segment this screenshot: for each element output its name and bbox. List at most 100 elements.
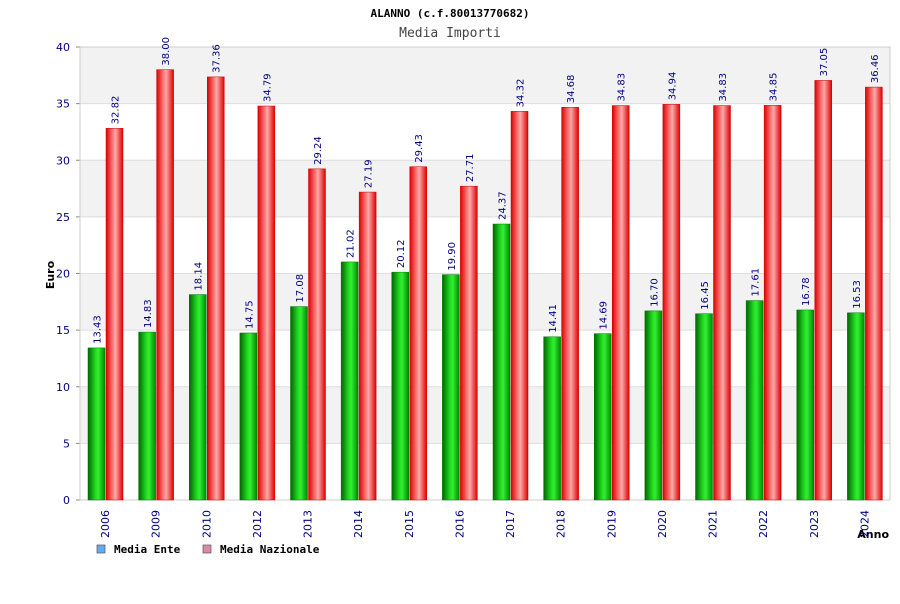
x-tick-label: 2015 [403,510,416,538]
bar-media-nazionale [156,69,174,501]
x-tick-label: 2020 [656,510,669,538]
y-tick-label: 35 [56,98,70,111]
data-label-media-ente: 14.69 [599,301,610,330]
data-label-media-ente: 17.08 [295,274,306,303]
y-tick-label: 40 [56,41,70,54]
bar-media-ente [543,336,561,501]
x-tick-label: 2023 [808,510,821,538]
data-label-media-nazionale: 34.32 [516,79,527,108]
bar-media-nazionale [105,128,124,501]
bar-media-ente [189,294,207,501]
x-tick-label: 2009 [150,510,163,538]
data-label-media-nazionale: 34.94 [667,72,678,101]
bar-media-nazionale [409,166,427,501]
bar-media-ente [391,271,409,501]
chart-title: ALANNO (c.f.80013770682) [371,7,530,20]
bar-media-nazionale [763,105,782,501]
plot-area: 0 5 10 15 20 25 30 35 40 13.43 32.82 2006 14.83 38.00… [56,37,891,538]
data-label-media-ente: 24.37 [498,191,509,220]
data-label-media-nazionale: 38.00 [161,37,172,66]
data-label-media-nazionale: 37.36 [212,44,223,73]
bar-media-ente [239,332,258,501]
y-tick-label: 10 [56,381,70,394]
x-tick-label: 2006 [99,510,112,538]
data-label-media-nazionale: 32.82 [111,96,122,125]
x-tick-label: 2012 [251,510,264,538]
bar-media-nazionale [510,111,529,501]
data-label-media-ente: 16.45 [700,281,711,310]
bar-media-nazionale [460,185,478,501]
data-label-media-nazionale: 34.83 [718,73,729,102]
bar-media-nazionale [561,106,579,501]
data-label-media-nazionale: 27.71 [465,154,476,183]
bar-media-nazionale [713,105,731,501]
y-tick-label: 0 [63,494,70,507]
bar-media-ente [847,312,865,501]
bar-media-nazionale [662,104,681,501]
x-tick-label: 2019 [605,510,618,538]
x-tick-label: 2013 [302,510,315,538]
legend: Media Ente Media Nazionale [96,543,320,556]
legend-swatch-media-nazionale [202,544,212,554]
data-label-media-nazionale: 29.24 [313,136,324,165]
data-label-media-ente: 20.12 [396,240,407,269]
bar-media-ente [340,261,359,501]
x-tick-label: 2010 [200,510,213,538]
data-label-media-ente: 16.53 [852,280,863,309]
data-label-media-ente: 14.83 [143,299,154,328]
y-tick-label: 15 [56,324,70,337]
y-tick-label: 5 [63,437,70,450]
bar-media-nazionale [308,168,326,501]
data-label-media-ente: 19.90 [447,242,458,271]
y-tick-label: 25 [56,211,70,224]
bar-media-ente [695,313,713,501]
data-label-media-nazionale: 34.79 [262,73,273,102]
bar-media-nazionale [358,191,377,501]
data-label-media-nazionale: 37.05 [819,48,830,77]
bar-media-ente [796,309,814,501]
legend-label-media-ente: Media Ente [114,543,181,556]
data-label-media-nazionale: 36.46 [870,54,881,83]
data-label-media-ente: 18.14 [194,262,205,291]
bar-media-nazionale [207,76,225,501]
bar-media-ente [290,306,308,501]
plot-frame [79,46,891,501]
x-tick-label: 2022 [757,510,770,538]
data-label-media-ente: 16.70 [649,278,660,307]
data-label-media-ente: 14.75 [244,300,255,329]
chart-subtitle: Media Importi [399,26,501,41]
data-label-media-ente: 16.78 [801,277,812,306]
x-tick-label: 2014 [352,510,365,538]
bar-media-nazionale [612,105,630,501]
data-label-media-nazionale: 34.83 [617,73,628,102]
data-label-media-ente: 21.02 [346,229,357,258]
x-tick-label: 2017 [504,510,517,538]
x-tick-label: 2024 [858,510,871,538]
bar-media-nazionale [865,86,883,501]
bar-media-ente [644,310,663,501]
legend-label-media-nazionale: Media Nazionale [220,543,320,556]
bar-media-ente [594,333,612,501]
bar-media-ente [492,223,511,501]
bar-media-ente [87,347,106,501]
y-tick-label: 30 [56,154,70,167]
bar-media-ente [745,300,764,501]
data-label-media-nazionale: 34.85 [769,73,780,102]
data-label-media-ente: 13.43 [93,315,104,344]
y-tick-label: 20 [56,268,70,281]
bar-media-ente [138,331,156,501]
x-tick-label: 2016 [453,510,466,538]
x-tick-label: 2021 [707,510,720,538]
y-axis-label: Euro [44,260,57,289]
x-tick-label: 2018 [555,510,568,538]
bar-media-nazionale [257,105,276,501]
data-label-media-nazionale: 27.19 [364,159,375,188]
bar-media-nazionale [814,80,832,501]
data-label-media-ente: 17.61 [751,268,762,297]
x-axis-label: Anno [857,528,889,541]
legend-swatch-media-ente [96,544,106,554]
bar-media-ente [442,274,460,501]
data-label-media-ente: 14.41 [548,304,559,333]
